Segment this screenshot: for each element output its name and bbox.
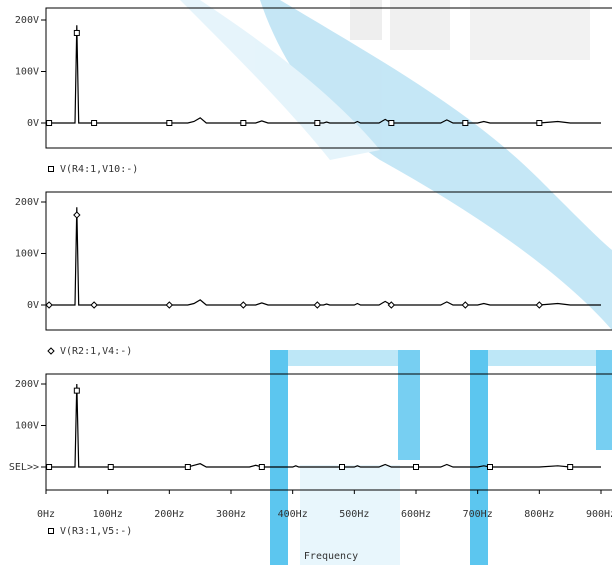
series-marker	[73, 29, 80, 36]
y-tick-label: 200V	[15, 197, 39, 208]
series-marker	[90, 301, 98, 309]
series-marker	[413, 464, 419, 470]
series-line	[46, 383, 601, 468]
series-marker	[165, 301, 174, 309]
series-marker	[387, 301, 396, 309]
plot-frame	[45, 373, 612, 491]
plot-panel-3: SEL>> 100V 200V 0Hz 100Hz 200Hz 300Hz 400Hz 500H…	[9, 373, 612, 562]
series-marker	[240, 120, 247, 126]
series-marker	[239, 301, 248, 309]
x-tick-label: 100Hz	[93, 509, 123, 520]
series-marker	[314, 120, 321, 126]
series-marker	[388, 120, 395, 126]
x-tick-label: 400Hz	[278, 509, 308, 520]
series-marker	[258, 464, 265, 470]
watermark-swoosh	[180, 0, 612, 330]
plot-panel-2: 0V 100V 200V V(R2:1,V4:-)	[15, 191, 612, 357]
x-axis-title: Frequency	[304, 551, 358, 562]
series-marker	[166, 120, 173, 126]
y-tick-label: 0V	[27, 118, 39, 129]
series-line	[46, 207, 601, 306]
series-marker	[46, 120, 53, 126]
x-tick-label: 300Hz	[216, 509, 246, 520]
legend-marker-square-icon	[48, 528, 54, 534]
x-tick-label: 600Hz	[401, 509, 431, 520]
series-marker	[487, 464, 493, 470]
legend-label: V(R4:1,V10:-)	[60, 164, 138, 175]
series-marker	[339, 464, 345, 470]
x-tick-label: 200Hz	[154, 509, 184, 520]
series-marker	[46, 464, 53, 470]
plot-frame	[45, 191, 612, 331]
x-tick-label: 700Hz	[463, 509, 493, 520]
y-tick-label: SEL>>	[9, 462, 39, 473]
x-tick-label: 0Hz	[37, 509, 55, 520]
x-tick-label: 900Hz	[586, 509, 612, 520]
series-marker	[45, 301, 53, 309]
series-marker	[313, 301, 322, 309]
series-marker	[73, 211, 81, 219]
legend-label: V(R3:1,V5:-)	[60, 526, 132, 537]
y-tick-label: 100V	[15, 249, 39, 260]
plot-frame	[45, 7, 612, 149]
series-marker	[91, 120, 98, 126]
series-marker	[73, 387, 80, 394]
plot-panel-1: 0V 100V 200V V(R4:1,V10:-)	[15, 7, 612, 175]
series-marker	[462, 120, 469, 126]
x-tick-label: 500Hz	[339, 509, 369, 520]
series-marker	[107, 464, 114, 470]
x-tick-label: 800Hz	[524, 509, 554, 520]
series-marker	[536, 120, 543, 126]
legend-entry[interactable]: V(R4:1,V10:-)	[48, 164, 139, 175]
legend-marker-diamond-icon	[47, 347, 55, 355]
legend-entry[interactable]: V(R2:1,V4:-)	[47, 346, 132, 357]
y-tick-label: 200V	[15, 15, 39, 26]
series-marker	[567, 464, 574, 470]
legend-marker-square-icon	[48, 166, 54, 172]
legend-label: V(R2:1,V4:-)	[60, 346, 132, 357]
series-marker	[461, 301, 470, 309]
y-tick-label: 100V	[15, 421, 39, 432]
y-tick-label: 0V	[27, 300, 39, 311]
y-tick-label: 100V	[15, 67, 39, 78]
series-line	[46, 25, 601, 124]
series-marker	[184, 464, 191, 470]
y-tick-label: 200V	[15, 379, 39, 390]
series-marker	[535, 301, 544, 309]
legend-entry[interactable]: V(R3:1,V5:-)	[48, 526, 133, 537]
